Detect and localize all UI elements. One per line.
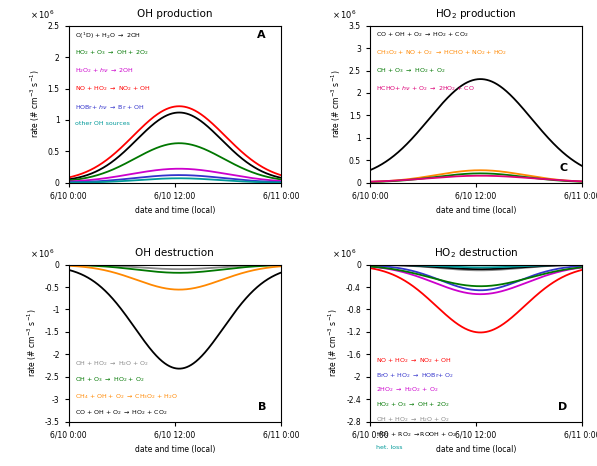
Text: $\times\,10^6$: $\times\,10^6$ xyxy=(30,248,55,260)
Title: HO$_2$ destruction: HO$_2$ destruction xyxy=(434,246,518,260)
Title: HO$_2$ production: HO$_2$ production xyxy=(435,7,516,21)
Text: C: C xyxy=(559,164,567,173)
Text: HO$_2$ + RO$_2$ $\rightarrow$ROOH + O$_2$: HO$_2$ + RO$_2$ $\rightarrow$ROOH + O$_2… xyxy=(376,431,457,439)
X-axis label: date and time (local): date and time (local) xyxy=(134,206,215,215)
Text: NO + HO$_2$ $\rightarrow$ NO$_2$ + OH: NO + HO$_2$ $\rightarrow$ NO$_2$ + OH xyxy=(376,356,452,364)
Text: $\times\,10^6$: $\times\,10^6$ xyxy=(332,248,356,260)
Text: HO$_2$ + O$_3$ $\rightarrow$ OH + 2O$_2$: HO$_2$ + O$_3$ $\rightarrow$ OH + 2O$_2$ xyxy=(75,48,149,57)
Text: CO + OH + O$_2$ $\rightarrow$ HO$_2$ + CO$_2$: CO + OH + O$_2$ $\rightarrow$ HO$_2$ + C… xyxy=(75,408,167,417)
X-axis label: date and time (local): date and time (local) xyxy=(436,206,516,215)
Text: D: D xyxy=(558,402,567,412)
Text: het. loss: het. loss xyxy=(376,445,403,450)
Text: HOBr+ $h\nu$ $\rightarrow$ Br + OH: HOBr+ $h\nu$ $\rightarrow$ Br + OH xyxy=(75,103,145,110)
Text: OH + HO$_2$ $\rightarrow$ H$_2$O + O$_2$: OH + HO$_2$ $\rightarrow$ H$_2$O + O$_2$ xyxy=(75,359,149,368)
Text: O($^1$D) + H$_2$O $\rightarrow$ 2OH: O($^1$D) + H$_2$O $\rightarrow$ 2OH xyxy=(75,30,141,41)
Text: BrO + HO$_2$ $\rightarrow$ HOBr+ O$_2$: BrO + HO$_2$ $\rightarrow$ HOBr+ O$_2$ xyxy=(376,370,454,379)
Text: OH + O$_3$ $\rightarrow$ HO$_2$ + O$_2$: OH + O$_3$ $\rightarrow$ HO$_2$ + O$_2$ xyxy=(75,375,144,384)
Title: OH production: OH production xyxy=(137,9,213,19)
Text: H$_2$O$_2$ + $h\nu$ $\rightarrow$ 2OH: H$_2$O$_2$ + $h\nu$ $\rightarrow$ 2OH xyxy=(75,67,134,75)
Text: OH + HO$_2$ $\rightarrow$ H$_2$O + O$_2$: OH + HO$_2$ $\rightarrow$ H$_2$O + O$_2$ xyxy=(376,416,451,425)
Text: NO + HO$_2$ $\rightarrow$ NO$_2$ + OH: NO + HO$_2$ $\rightarrow$ NO$_2$ + OH xyxy=(75,84,151,94)
Y-axis label: rate (# cm$^{-3}$ s$^{-1}$): rate (# cm$^{-3}$ s$^{-1}$) xyxy=(327,309,340,377)
Text: $\times\,10^6$: $\times\,10^6$ xyxy=(30,9,55,21)
X-axis label: date and time (local): date and time (local) xyxy=(134,445,215,454)
Y-axis label: rate (# cm$^{-3}$ s$^{-1}$): rate (# cm$^{-3}$ s$^{-1}$) xyxy=(26,309,39,377)
Text: HCHO+ $h\nu$ + O$_2$ $\rightarrow$ 2HO$_2$ + CO: HCHO+ $h\nu$ + O$_2$ $\rightarrow$ 2HO$_… xyxy=(376,84,475,94)
Text: B: B xyxy=(257,402,266,412)
Text: OH + O$_3$ $\rightarrow$ HO$_2$ + O$_2$: OH + O$_3$ $\rightarrow$ HO$_2$ + O$_2$ xyxy=(376,67,446,75)
Text: other OH sources: other OH sources xyxy=(75,121,130,126)
X-axis label: date and time (local): date and time (local) xyxy=(436,445,516,454)
Y-axis label: rate (# cm$^{-3}$ s$^{-1}$): rate (# cm$^{-3}$ s$^{-1}$) xyxy=(29,70,42,138)
Text: HO$_2$ + O$_3$ $\rightarrow$ OH + 2O$_2$: HO$_2$ + O$_3$ $\rightarrow$ OH + 2O$_2$ xyxy=(376,400,450,410)
Text: CH$_4$ + OH + O$_2$ $\rightarrow$ CH$_3$O$_2$ + H$_2$O: CH$_4$ + OH + O$_2$ $\rightarrow$ CH$_3$… xyxy=(75,392,178,401)
Title: OH destruction: OH destruction xyxy=(136,248,214,258)
Text: A: A xyxy=(257,30,266,41)
Text: $\times\,10^6$: $\times\,10^6$ xyxy=(332,9,356,21)
Text: CO + OH + O$_2$ $\rightarrow$ HO$_2$ + CO$_2$: CO + OH + O$_2$ $\rightarrow$ HO$_2$ + C… xyxy=(376,30,469,39)
Text: CH$_3$O$_2$ + NO + O$_2$ $\rightarrow$ HCHO + NO$_2$ + HO$_2$: CH$_3$O$_2$ + NO + O$_2$ $\rightarrow$ H… xyxy=(376,48,507,57)
Text: 2HO$_2$ $\rightarrow$ H$_2$O$_2$ + O$_2$: 2HO$_2$ $\rightarrow$ H$_2$O$_2$ + O$_2$ xyxy=(376,385,439,395)
Y-axis label: rate (# cm$^{-3}$ s$^{-1}$): rate (# cm$^{-3}$ s$^{-1}$) xyxy=(330,70,343,138)
